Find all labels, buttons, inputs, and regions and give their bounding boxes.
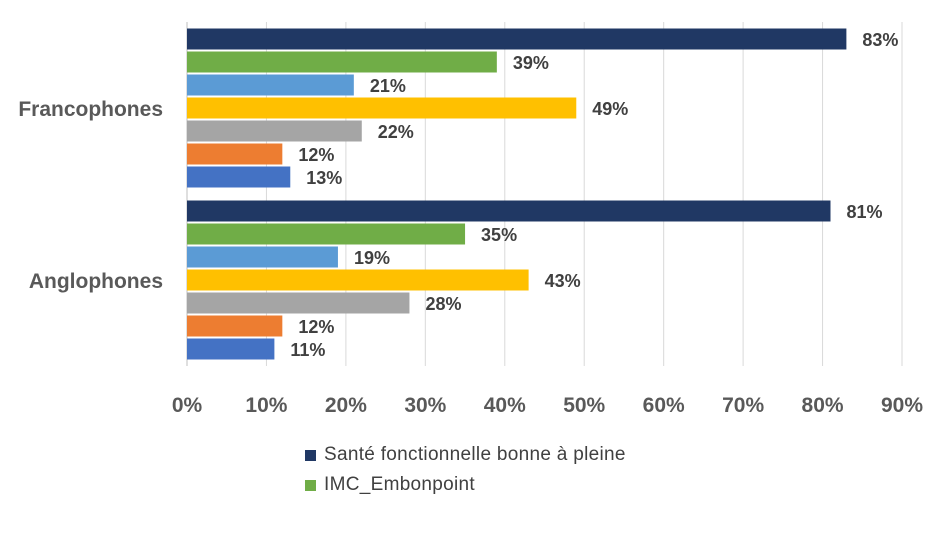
data-label: 28% [425, 294, 461, 314]
legend-label: IMC_Embonpoint [324, 474, 475, 495]
bar [187, 74, 354, 96]
data-label: 49% [592, 99, 628, 119]
bar [187, 97, 577, 119]
x-tick-label: 20% [325, 394, 367, 417]
legend: Santé fonctionnelle bonne à pleine IMC_E… [305, 440, 626, 500]
x-tick-label: 60% [643, 394, 685, 417]
bar [187, 315, 283, 337]
x-tick-label: 70% [722, 394, 764, 417]
x-tick-label: 40% [484, 394, 526, 417]
legend-swatch [305, 479, 316, 491]
bar [187, 51, 497, 73]
legend-swatch [305, 449, 316, 461]
bar [187, 292, 410, 314]
data-label: 19% [354, 248, 390, 268]
category-label: Francophones [18, 98, 163, 121]
data-labels: 83% 39% 21% 49% 22% 12% 13% 81% 35% 19% 43% 28% 12% 1… [290, 30, 898, 360]
legend-item: IMC_Embonpoint [305, 470, 626, 500]
data-label: 39% [513, 53, 549, 73]
bar [187, 28, 847, 50]
bar [187, 166, 291, 188]
gridlines [186, 22, 903, 366]
x-tick-label: 50% [563, 394, 605, 417]
category-axis: Francophones Anglophones [18, 98, 163, 293]
category-label: Anglophones [29, 270, 163, 293]
value-axis: 0% 10% 20% 30% 40% 50% 60% 70% 80% 90% [172, 394, 924, 417]
x-tick-label: 90% [881, 394, 923, 417]
legend-label: Santé fonctionnelle bonne à pleine [324, 444, 626, 465]
data-label: 21% [370, 76, 406, 96]
data-label: 83% [862, 30, 898, 50]
x-tick-label: 30% [404, 394, 446, 417]
bar [187, 200, 831, 222]
data-label: 13% [306, 168, 342, 188]
data-label: 12% [298, 317, 334, 337]
data-label: 35% [481, 225, 517, 245]
x-tick-label: 10% [245, 394, 287, 417]
x-tick-label: 80% [802, 394, 844, 417]
legend-item: Santé fonctionnelle bonne à pleine [305, 440, 626, 470]
data-label: 43% [545, 271, 581, 291]
bar [187, 338, 275, 360]
bar [187, 246, 338, 268]
bars [187, 28, 847, 360]
x-tick-label: 0% [172, 394, 203, 417]
data-label: 22% [378, 122, 414, 142]
data-label: 81% [847, 202, 883, 222]
bar [187, 269, 529, 291]
data-label: 12% [298, 145, 334, 165]
bar [187, 223, 466, 245]
bar [187, 120, 362, 142]
data-label: 11% [290, 340, 325, 360]
bar [187, 143, 283, 165]
